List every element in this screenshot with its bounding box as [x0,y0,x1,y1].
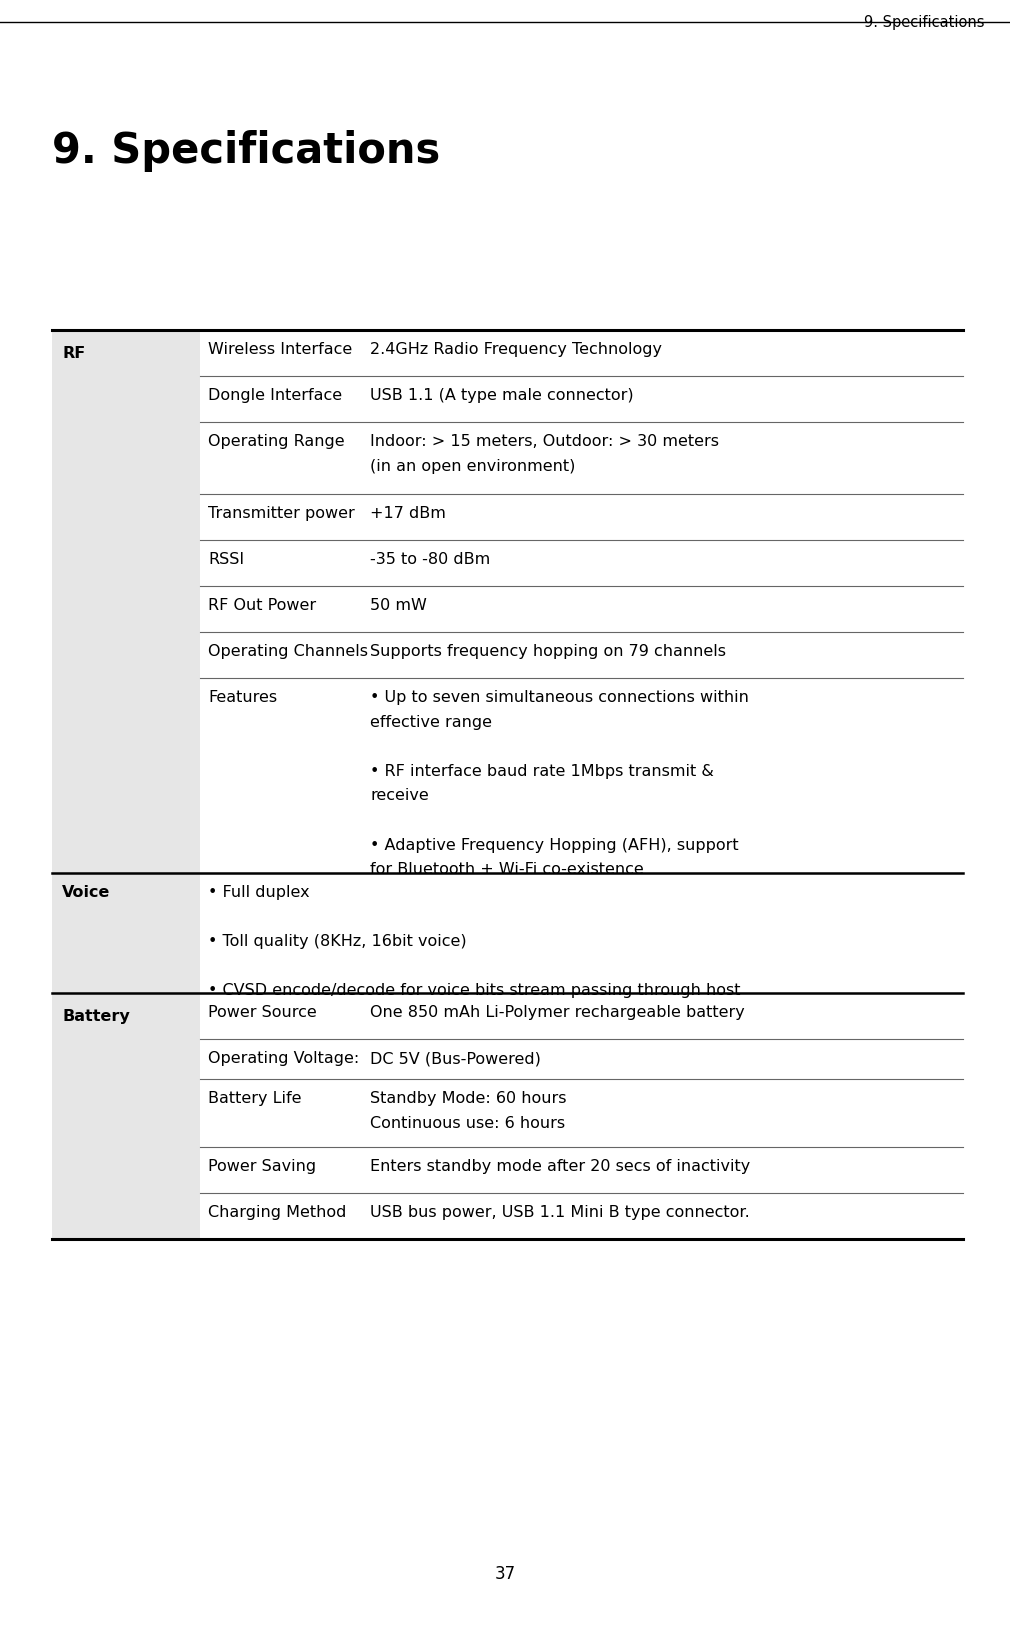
Text: Battery Life: Battery Life [208,1091,302,1106]
Bar [52,873,200,993]
Text: USB 1.1 (A type male connector): USB 1.1 (A type male connector) [370,389,633,403]
Text: Standby Mode: 60 hours
Continuous use: 6 hours: Standby Mode: 60 hours Continuous use: 6… [370,1091,567,1130]
Text: Battery: Battery [62,1008,129,1023]
Text: 9. Specifications: 9. Specifications [865,15,985,29]
Text: Operating Voltage:: Operating Voltage: [208,1050,360,1067]
Text: Operating Range: Operating Range [208,434,344,449]
Text: 9. Specifications: 9. Specifications [52,130,440,172]
Text: One 850 mAh Li-Polymer rechargeable battery: One 850 mAh Li-Polymer rechargeable batt… [370,1005,744,1020]
Text: 50 mW: 50 mW [370,598,427,613]
Text: RF Out Power: RF Out Power [208,598,316,613]
Bar [52,993,200,1239]
Text: 2.4GHz Radio Frequency Technology: 2.4GHz Radio Frequency Technology [370,341,662,358]
Text: Enters standby mode after 20 secs of inactivity: Enters standby mode after 20 secs of ina… [370,1159,750,1174]
Bar [52,330,200,873]
Text: Operating Channels: Operating Channels [208,644,368,659]
Text: RF: RF [62,345,85,361]
Text: DC 5V (Bus-Powered): DC 5V (Bus-Powered) [370,1050,541,1067]
Text: Supports frequency hopping on 79 channels: Supports frequency hopping on 79 channel… [370,644,726,659]
Text: 37: 37 [495,1564,515,1584]
Text: USB bus power, USB 1.1 Mini B type connector.: USB bus power, USB 1.1 Mini B type conne… [370,1205,749,1220]
Text: • Up to seven simultaneous connections within
effective range

• RF interface ba: • Up to seven simultaneous connections w… [370,689,748,876]
Text: Transmitter power: Transmitter power [208,506,355,520]
Text: Charging Method: Charging Method [208,1205,346,1220]
Text: Power Saving: Power Saving [208,1159,316,1174]
Text: Wireless Interface: Wireless Interface [208,341,352,358]
Text: Voice: Voice [62,885,110,901]
Text: Dongle Interface: Dongle Interface [208,389,342,403]
Text: Power Source: Power Source [208,1005,317,1020]
Text: Indoor: > 15 meters, Outdoor: > 30 meters
(in an open environment): Indoor: > 15 meters, Outdoor: > 30 meter… [370,434,719,473]
Text: RSSI: RSSI [208,551,244,567]
Text: • Full duplex

• Toll quality (8KHz, 16bit voice)

• CVSD encode/decode for voic: • Full duplex • Toll quality (8KHz, 16bi… [208,885,740,998]
Text: Features: Features [208,689,277,706]
Text: -35 to -80 dBm: -35 to -80 dBm [370,551,490,567]
Text: +17 dBm: +17 dBm [370,506,445,520]
